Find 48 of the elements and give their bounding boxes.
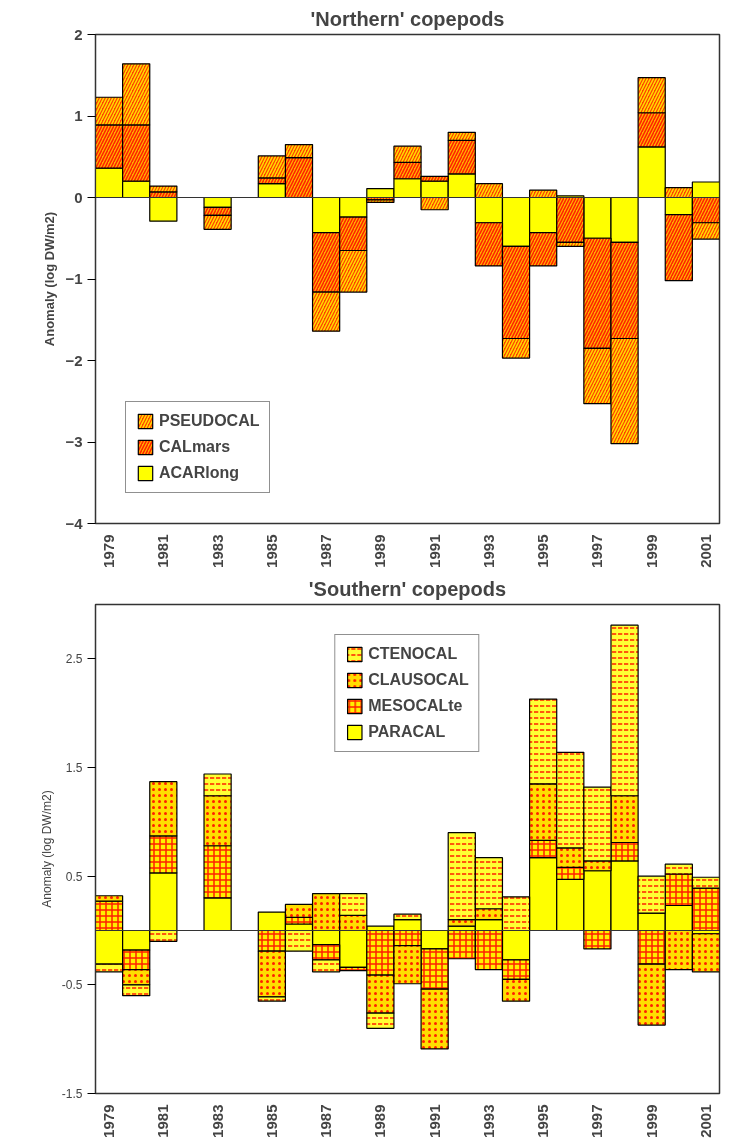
legend-label: ACARlong	[159, 464, 239, 482]
y-tick-label: −1	[65, 270, 83, 287]
x-tick-label: 1991	[425, 1104, 443, 1138]
x-tick-label: 1999	[642, 1104, 660, 1138]
x-tick-label: 1993	[479, 534, 497, 568]
y-tick-label: 1	[74, 107, 83, 124]
bar	[149, 196, 178, 222]
y-tick-label: 0	[74, 188, 83, 206]
legend-label: CTENOCAL	[368, 645, 458, 663]
x-tick-label: 1981	[154, 534, 172, 568]
x-tick-label: 1993	[479, 1104, 497, 1138]
legend-label: MESOCALte	[368, 697, 463, 715]
legend-label: PSEUDOCAL	[159, 412, 260, 430]
x-tick-label: 1979	[100, 534, 118, 568]
y-tick-label: −3	[65, 433, 83, 450]
x-tick-label: 1985	[262, 1104, 280, 1138]
x-tick-label: 1979	[100, 1104, 118, 1138]
y-axis-title: Anomaly (log DW/m2)	[39, 790, 54, 908]
legend-label: CLAUSOCAL	[368, 671, 469, 689]
chart-title: 'Northern' copepods	[310, 7, 505, 30]
x-tick-label: 1989	[371, 534, 389, 568]
x-tick-label: 1995	[534, 534, 552, 568]
y-tick-label: −2	[65, 351, 83, 369]
y-tick-label: -1.5	[61, 1087, 83, 1101]
y-tick-label: 0.5	[65, 869, 83, 884]
legend-label: CALmars	[159, 438, 231, 456]
x-tick-label: 2001	[696, 1104, 714, 1138]
x-tick-label: 1997	[588, 534, 606, 568]
y-tick-label: 2	[74, 25, 83, 43]
x-tick-label: 1981	[154, 1104, 172, 1138]
x-tick-label: 1989	[371, 1104, 389, 1138]
x-tick-label: 1985	[262, 534, 280, 568]
x-tick-label: 1991	[425, 534, 443, 568]
x-tick-label: 1987	[317, 1104, 335, 1138]
y-tick-label: 2.5	[65, 652, 83, 667]
y-tick-label: -0.5	[61, 978, 83, 993]
x-tick-label: 1995	[534, 1104, 552, 1138]
x-tick-label: 1997	[588, 1104, 606, 1138]
x-tick-label: 1983	[208, 534, 226, 568]
x-tick-label: 1999	[642, 534, 660, 568]
chart-title: 'Southern' copepods	[308, 577, 507, 600]
x-tick-label: 1983	[208, 1104, 226, 1138]
x-tick-label: 2001	[696, 534, 714, 568]
y-axis-title: Anomaly (log DW/m2)	[42, 211, 58, 347]
legend-label: PARACAL	[368, 723, 446, 741]
x-tick-label: 1987	[317, 534, 335, 568]
y-tick-label: 1.5	[65, 761, 83, 775]
y-tick-label: −4	[65, 514, 84, 532]
